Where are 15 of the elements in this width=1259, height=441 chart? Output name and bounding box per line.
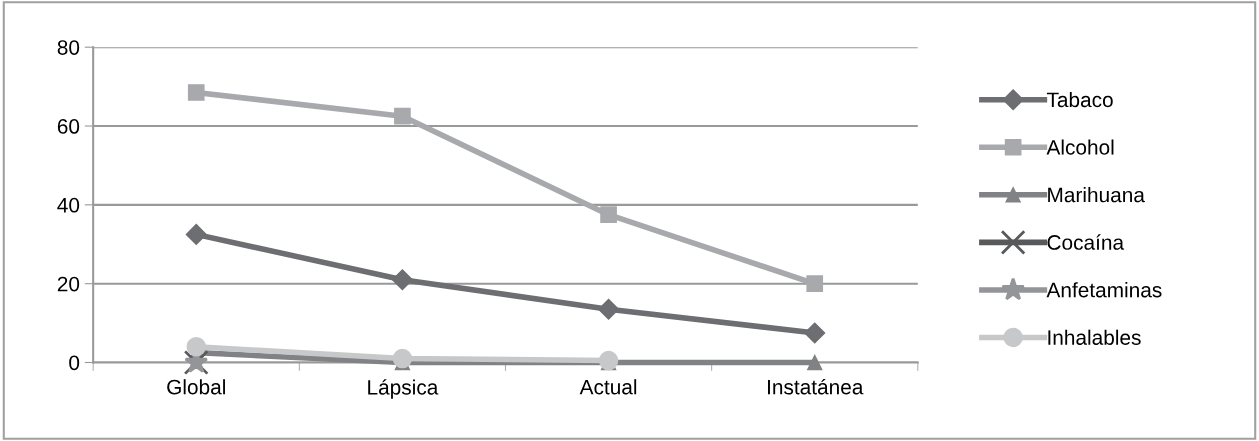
y-tick-label: 80: [57, 40, 80, 55]
x-tick-label: Instatánea: [768, 378, 864, 395]
y-tick-label: 20: [57, 276, 80, 292]
x-tick-label: Global: [167, 379, 225, 395]
legend-label: Tabaco: [1046, 91, 1113, 108]
legend-label: Cocaína: [1047, 234, 1125, 250]
legend-label: Anfetaminas: [1046, 282, 1162, 298]
x-tick-label: Actual: [579, 379, 637, 395]
x-tick-label: Lápsica: [368, 379, 439, 399]
legend-label: Marihuana: [1048, 187, 1145, 203]
y-tick-label: 0: [69, 355, 80, 371]
legend-label: Alcohol: [1046, 139, 1114, 155]
y-tick-label: 60: [57, 119, 80, 134]
y-tick-label: 40: [57, 197, 80, 213]
legend-label: Inhalables: [1048, 329, 1141, 345]
